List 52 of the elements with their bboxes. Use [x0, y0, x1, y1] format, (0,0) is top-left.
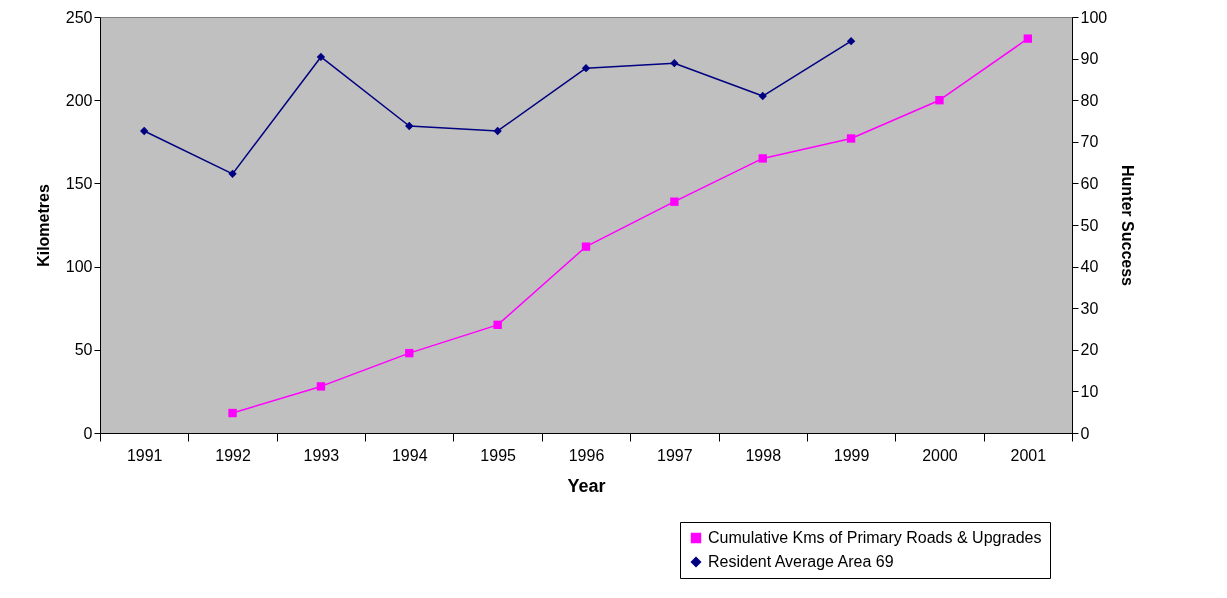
y2-tick-label: 60	[1080, 174, 1099, 192]
x-tick-label: 2001	[1010, 446, 1047, 464]
point	[670, 58, 679, 68]
y2-tick-label: 50	[1080, 216, 1099, 234]
legend-label: Resident Average Area 69	[708, 553, 894, 570]
point	[758, 91, 767, 101]
y2-tick-label: 90	[1080, 50, 1099, 68]
y-tick-label: 0	[83, 424, 93, 442]
y-tick-label: 250	[65, 8, 93, 26]
y2-tick-label: 70	[1080, 133, 1099, 151]
point	[935, 96, 944, 105]
point	[228, 408, 237, 418]
x-tick-label: 2000	[922, 446, 958, 464]
point	[228, 169, 237, 179]
x-tick-label: 1997	[657, 446, 693, 464]
point	[670, 197, 679, 206]
point	[316, 382, 326, 391]
x-tick-label: 1992	[215, 446, 251, 464]
point	[758, 154, 767, 163]
x-tick-label: 1991	[126, 446, 163, 464]
point	[846, 36, 856, 46]
x-axis-title: Year	[567, 475, 606, 496]
point	[846, 134, 856, 143]
point	[493, 126, 502, 136]
y-tick-label: 200	[65, 91, 93, 109]
x-tick-label: 1994	[391, 446, 428, 464]
y2-tick-label: 10	[1080, 382, 1099, 400]
point	[581, 242, 591, 251]
x-tick-label: 1998	[745, 446, 782, 464]
y-tick-label: 100	[65, 258, 93, 276]
y2-tick-label: 0	[1080, 424, 1090, 442]
point	[316, 52, 326, 62]
point	[1023, 34, 1032, 43]
x-tick-label: 1993	[303, 446, 340, 464]
y-axis-title: Kilometres	[34, 184, 52, 267]
y2-tick-label: 20	[1080, 341, 1099, 359]
point	[581, 63, 591, 73]
point	[140, 126, 149, 136]
point	[493, 320, 502, 330]
x-tick-label: 1999	[833, 446, 870, 464]
point	[405, 121, 414, 131]
x-tick-label: 1995	[480, 446, 517, 464]
x-tick-label: 1996	[568, 446, 605, 464]
y2-tick-label: 80	[1080, 91, 1099, 109]
point	[405, 348, 414, 358]
y2-tick-label: 100	[1080, 8, 1108, 26]
y-tick-label: 50	[74, 341, 93, 359]
legend-label: Cumulative Kms of Primary Roads & Upgrades	[708, 529, 1042, 546]
y2-axis-title: Hunter Success	[1119, 165, 1137, 287]
y-tick-label: 150	[65, 174, 93, 192]
y2-tick-label: 30	[1080, 299, 1099, 317]
y2-tick-label: 40	[1080, 258, 1099, 276]
